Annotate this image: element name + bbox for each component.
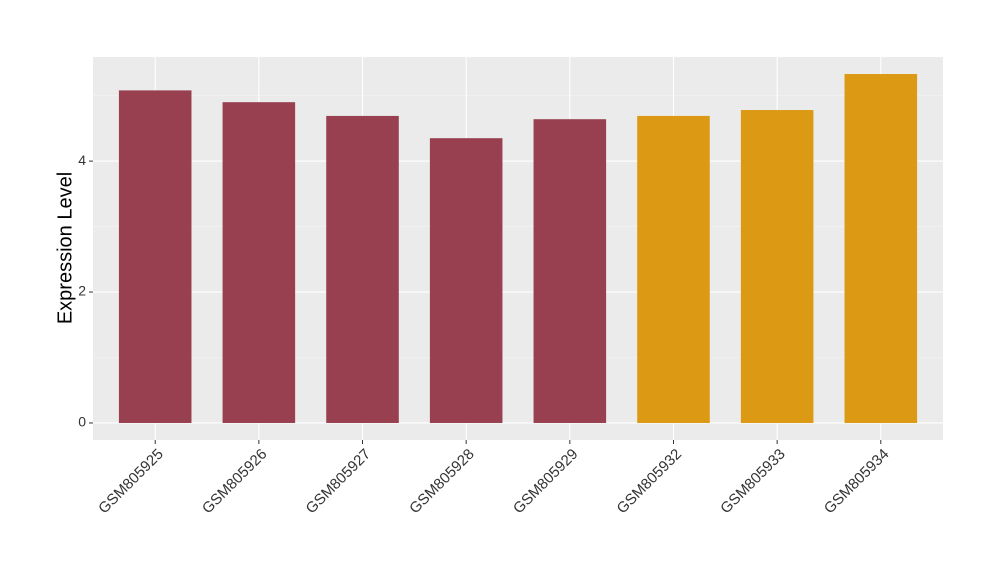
- plot-panel: [93, 57, 943, 440]
- x-tick-label: GSM805929: [510, 446, 582, 518]
- bar: [844, 74, 918, 423]
- x-tick-label: GSM805934: [821, 446, 893, 518]
- y-tick-label: 4: [78, 152, 86, 168]
- bar: [118, 90, 192, 423]
- bar: [326, 115, 399, 423]
- bar: [740, 110, 814, 423]
- x-tick-label: GSM805926: [199, 446, 271, 518]
- y-tick-label: 2: [78, 283, 86, 299]
- bar: [429, 138, 503, 423]
- bar: [222, 102, 296, 423]
- x-tick-label: GSM805927: [303, 446, 375, 518]
- x-tick-label: GSM805932: [614, 446, 686, 518]
- y-axis-label: Expression Level: [54, 172, 76, 324]
- bar: [637, 115, 710, 423]
- y-tick-label: 0: [78, 414, 86, 430]
- bar: [533, 119, 607, 423]
- x-tick-label: GSM805933: [717, 446, 789, 518]
- x-tick-label: GSM805928: [406, 446, 478, 518]
- x-tick-label: GSM805925: [95, 446, 167, 518]
